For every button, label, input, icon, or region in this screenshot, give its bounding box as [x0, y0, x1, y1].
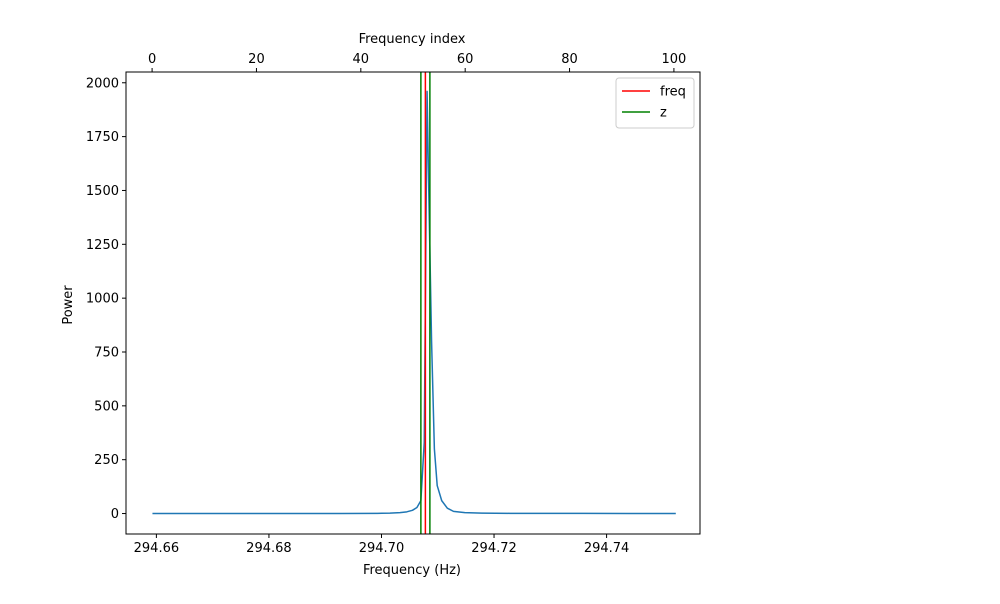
x-tick-label-3: 294.72 — [471, 541, 517, 556]
series-line-0 — [152, 90, 676, 515]
x-tick-label-4: 294.74 — [584, 541, 630, 556]
plot-background — [126, 72, 700, 534]
top-tick-label-5: 100 — [661, 52, 686, 67]
top-tick-label-1: 20 — [248, 52, 265, 67]
y-tick-label-7: 1750 — [86, 130, 119, 145]
axes-frame — [125, 71, 701, 535]
y-axis-label: Power — [61, 285, 76, 325]
y-tick-label-6: 1500 — [86, 184, 119, 199]
y-tick-label-4: 1000 — [86, 292, 119, 307]
plot-area — [126, 72, 700, 534]
top-tick-label-0: 0 — [148, 52, 156, 67]
legend-label-freq: freq — [660, 85, 686, 100]
x-axis-label: Frequency (Hz) — [363, 563, 461, 578]
axes-layer: 294.66 294.68 294.70 294.72 294.74 0 250 500 750… — [86, 52, 701, 556]
top-axis-label: Frequency index — [359, 32, 466, 47]
top-tick-label-4: 80 — [561, 52, 578, 67]
top-tick-label-3: 60 — [457, 52, 474, 67]
y-tick-label-5: 1250 — [86, 238, 119, 253]
data-layer — [152, 72, 676, 534]
x-tick-label-2: 294.70 — [359, 541, 405, 556]
y-tick-label-1: 250 — [94, 453, 119, 468]
x-tick-label-1: 294.68 — [246, 541, 292, 556]
y-tick-label-8: 2000 — [86, 76, 119, 91]
y-tick-label-0: 0 — [111, 507, 119, 522]
y-tick-label-2: 500 — [94, 399, 119, 414]
x-tick-label-0: 294.66 — [134, 541, 180, 556]
top-tick-label-2: 40 — [353, 52, 370, 67]
legend: freq z — [615, 77, 695, 129]
legend-label-z: z — [660, 106, 667, 121]
y-tick-label-3: 750 — [94, 346, 119, 361]
